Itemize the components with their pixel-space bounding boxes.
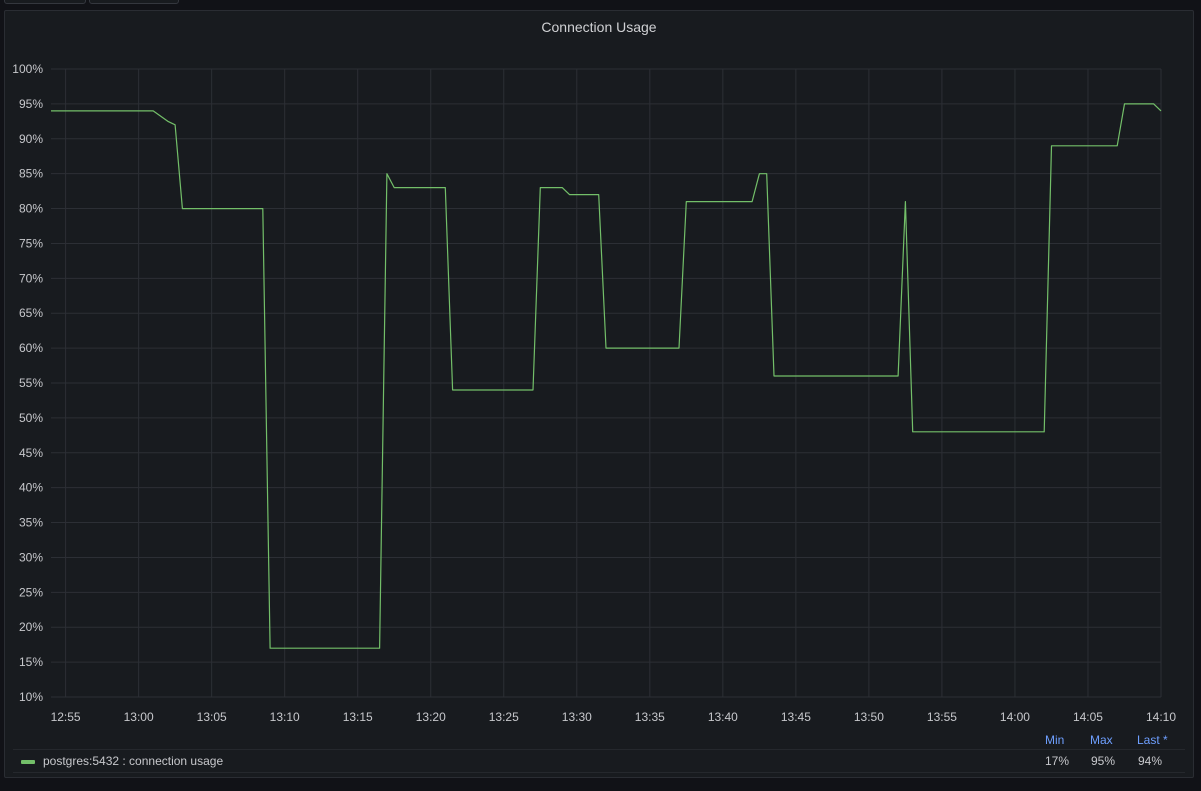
chart-panel: Connection Usage 10% 15% 20% 25% 30% 35% 40% 45… bbox=[4, 10, 1194, 778]
x-tick-label: 13:45 bbox=[781, 710, 811, 724]
y-tick-label: 30% bbox=[19, 550, 43, 564]
x-tick-label: 13:40 bbox=[708, 710, 738, 724]
legend-last-value: 94% bbox=[1138, 754, 1163, 768]
y-tick-label: 60% bbox=[19, 341, 43, 355]
x-tick-label: 13:35 bbox=[635, 710, 665, 724]
legend-header-last[interactable]: Last * bbox=[1137, 733, 1168, 747]
x-tick-label: 13:10 bbox=[270, 710, 300, 724]
x-tick-label: 13:50 bbox=[854, 710, 884, 724]
y-tick-label: 35% bbox=[19, 516, 43, 530]
x-tick-label: 13:30 bbox=[562, 710, 592, 724]
top-tabs bbox=[0, 0, 1201, 6]
grid bbox=[51, 68, 1162, 698]
legend-max-value: 95% bbox=[1091, 754, 1116, 768]
y-tick-label: 10% bbox=[19, 690, 43, 704]
legend-swatch[interactable] bbox=[21, 760, 35, 764]
legend-min-value: 17% bbox=[1045, 754, 1070, 768]
y-tick-label: 65% bbox=[19, 306, 43, 320]
legend-header-min[interactable]: Min bbox=[1045, 733, 1065, 747]
legend-header: Min Max Last * bbox=[13, 733, 1185, 749]
legend-header-max[interactable]: Max bbox=[1090, 733, 1113, 747]
y-tick-label: 25% bbox=[19, 585, 43, 599]
x-tick-label: 14:05 bbox=[1073, 710, 1103, 724]
legend-row[interactable]: postgres:5432 : connection usage 17% 95%… bbox=[13, 749, 1185, 773]
x-tick-label: 13:05 bbox=[197, 710, 227, 724]
panel-title[interactable]: Connection Usage bbox=[541, 19, 657, 35]
x-tick-label: 13:25 bbox=[489, 710, 519, 724]
y-tick-label: 80% bbox=[19, 202, 43, 216]
y-tick-label: 100% bbox=[12, 62, 43, 76]
x-tick-label: 12:55 bbox=[51, 710, 81, 724]
x-tick-label: 14:10 bbox=[1146, 710, 1176, 724]
x-tick-label: 13:15 bbox=[343, 710, 373, 724]
y-tick-label: 15% bbox=[19, 655, 43, 669]
y-tick-label: 50% bbox=[19, 411, 43, 425]
tab-left[interactable] bbox=[4, 0, 86, 4]
y-tick-label: 95% bbox=[19, 97, 43, 111]
y-tick-label: 20% bbox=[19, 620, 43, 634]
y-tick-label: 90% bbox=[19, 132, 43, 146]
y-tick-label: 40% bbox=[19, 481, 43, 495]
series-line[interactable] bbox=[51, 103, 1162, 649]
y-tick-label: 45% bbox=[19, 446, 43, 460]
tab-right[interactable] bbox=[89, 0, 179, 4]
y-tick-label: 85% bbox=[19, 167, 43, 181]
legend-series-name[interactable]: postgres:5432 : connection usage bbox=[43, 754, 224, 768]
x-tick-label: 13:00 bbox=[124, 710, 154, 724]
x-tick-label: 13:20 bbox=[416, 710, 446, 724]
x-tick-label: 13:55 bbox=[927, 710, 957, 724]
y-tick-label: 75% bbox=[19, 236, 43, 250]
legend: Min Max Last * postgres:5432 : connectio… bbox=[13, 730, 1185, 774]
line-chart: 10% 15% 20% 25% 30% 35% 40% 45% 50% 55% 60% 65% 70% 7… bbox=[12, 62, 1176, 724]
x-tick-label: 14:00 bbox=[1000, 710, 1030, 724]
y-tick-label: 55% bbox=[19, 376, 43, 390]
y-tick-label: 70% bbox=[19, 271, 43, 285]
